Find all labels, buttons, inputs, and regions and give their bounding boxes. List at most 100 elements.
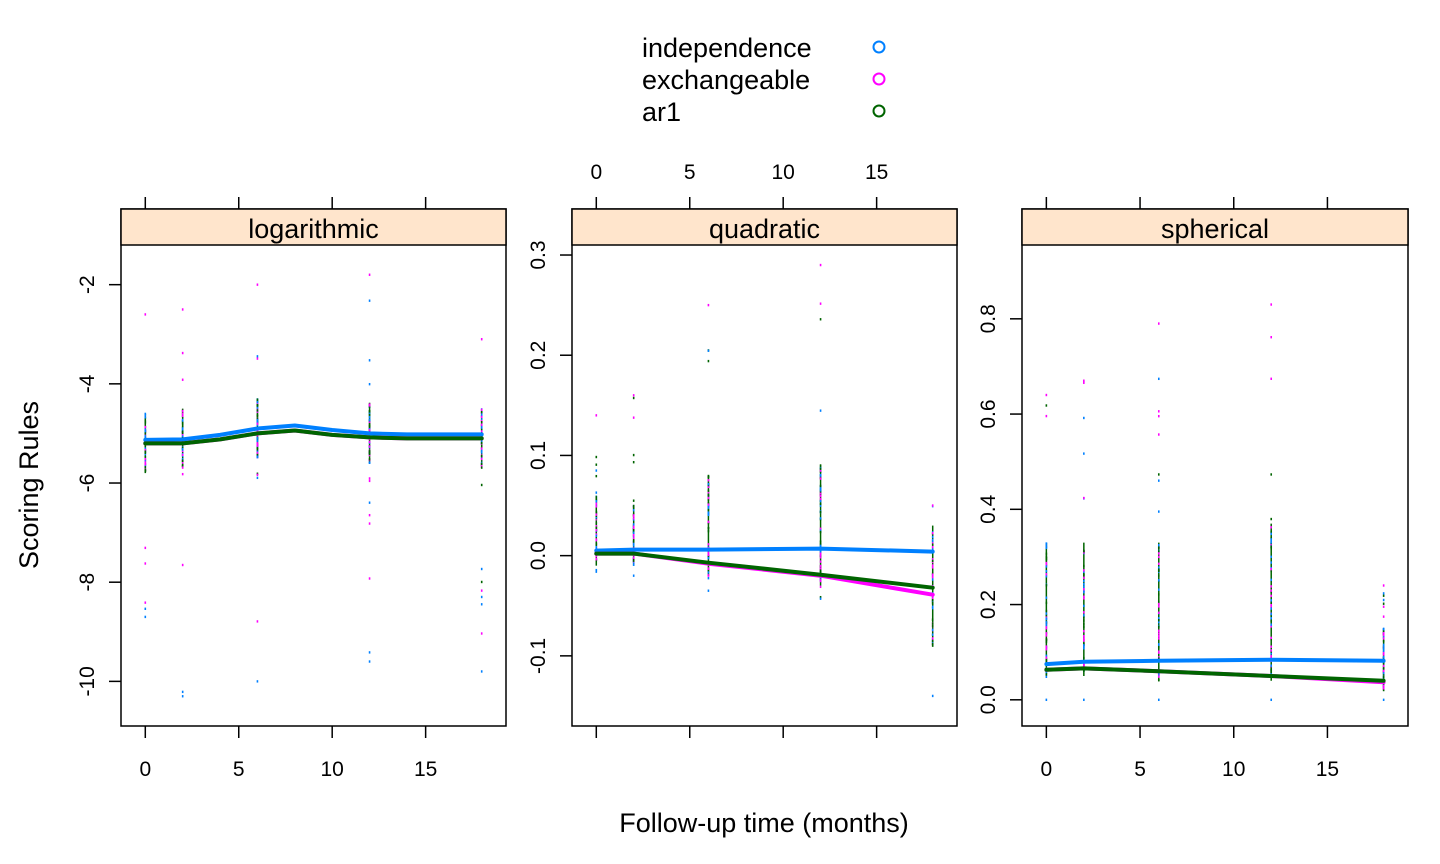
data-point [707, 485, 710, 489]
data-point [931, 531, 934, 535]
data-point [1270, 547, 1273, 550]
data-point [1382, 635, 1385, 639]
data-point [595, 510, 598, 514]
data-point [819, 499, 822, 503]
data-point [707, 574, 710, 577]
data-point [595, 533, 598, 536]
data-point [256, 455, 259, 459]
data-point [368, 405, 371, 408]
data-point [1382, 671, 1385, 675]
data-point [1382, 684, 1385, 688]
data-point [368, 413, 371, 417]
data-point [144, 601, 147, 604]
data-point [595, 570, 598, 573]
data-point [707, 511, 710, 515]
data-point [1045, 561, 1048, 565]
data-point [144, 447, 147, 450]
data-point [595, 502, 598, 505]
data-point [1382, 602, 1385, 605]
data-point [632, 517, 635, 520]
data-point [1382, 639, 1385, 643]
data-point [632, 453, 635, 457]
data-point [1083, 590, 1085, 594]
data-point [1083, 604, 1085, 608]
data-point [1083, 573, 1085, 576]
y-tick-label: 0.3 [527, 240, 550, 269]
data-point [707, 303, 710, 307]
data-point [707, 496, 710, 500]
data-point [1270, 532, 1273, 536]
data-point [707, 479, 710, 482]
data-point [632, 508, 635, 512]
data-point [931, 575, 934, 579]
data-point [1382, 651, 1385, 654]
data-point [144, 450, 147, 453]
legend-marker-exchangeable [872, 72, 886, 86]
data-point [181, 449, 184, 453]
series-line-ar1 [143, 428, 484, 446]
data-point [819, 464, 822, 467]
data-point [1157, 562, 1160, 565]
data-point [632, 559, 635, 562]
data-point [480, 580, 483, 584]
data-point [819, 527, 822, 530]
data-point [819, 502, 822, 506]
data-point [1382, 592, 1385, 595]
data-point [707, 475, 710, 478]
data-point [1157, 574, 1160, 577]
data-point [368, 461, 371, 464]
data-point [931, 578, 934, 581]
data-point [256, 402, 259, 405]
data-point [1157, 510, 1160, 513]
data-point [368, 660, 371, 663]
data-point [256, 436, 259, 440]
data-point [819, 556, 822, 559]
data-point [595, 516, 598, 519]
data-point [144, 413, 147, 417]
data-point [480, 603, 483, 606]
data-point [931, 547, 934, 550]
data-point [707, 529, 710, 533]
data-point [819, 318, 822, 321]
data-point [595, 526, 598, 529]
data-point [1270, 619, 1273, 623]
data-point [1157, 634, 1160, 638]
data-point [480, 338, 483, 341]
data-point [819, 578, 822, 582]
data-point [1083, 379, 1085, 382]
data-point [931, 543, 934, 546]
data-point [1270, 335, 1273, 339]
data-point [1270, 594, 1273, 598]
data-point [1382, 647, 1385, 650]
data-point [1157, 632, 1160, 635]
data-point [1083, 647, 1085, 650]
data-point [181, 464, 184, 467]
data-point [368, 359, 371, 362]
data-point [819, 567, 822, 570]
data-point [931, 618, 934, 622]
data-point [1045, 542, 1048, 545]
data-point [144, 433, 147, 437]
data-point [931, 602, 934, 606]
data-point [931, 559, 934, 563]
data-point [1270, 601, 1273, 605]
data-point [1382, 584, 1385, 587]
data-point [1045, 393, 1048, 397]
data-point [1270, 649, 1273, 652]
data-point [931, 538, 934, 542]
data-point [1045, 638, 1048, 641]
panels: logarithmic -10 -8 -6 -4 -2 0 5 10 15 quadratic -0.… [76, 161, 1409, 781]
data-point [1045, 698, 1048, 702]
data-point [1270, 671, 1273, 675]
data-point [368, 451, 371, 454]
data-point [819, 494, 822, 497]
data-point [368, 522, 371, 525]
data-point [595, 513, 598, 516]
data-point [819, 597, 822, 600]
data-point [368, 273, 371, 276]
data-point [931, 535, 934, 539]
y-tick-label: -2 [76, 275, 99, 294]
y-tick-label: -6 [76, 474, 99, 493]
data-point [256, 476, 259, 480]
data-point [181, 453, 184, 457]
